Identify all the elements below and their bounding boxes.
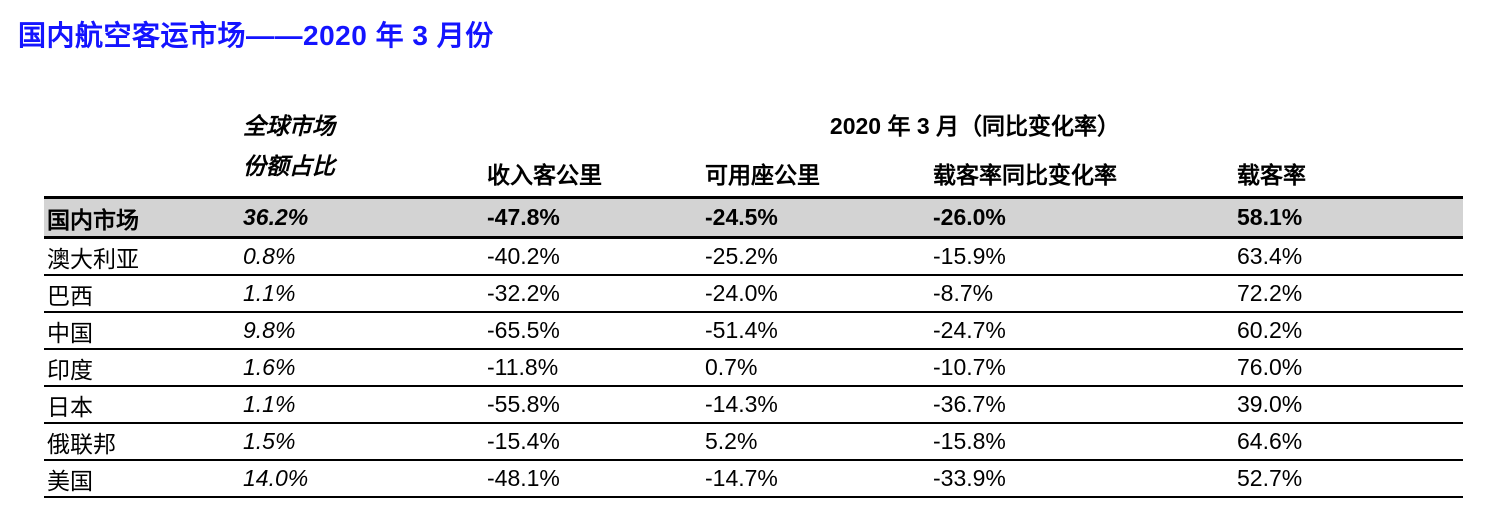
- cell-plf: 39.0%: [1237, 391, 1303, 417]
- cell-plf-change: -26.0%: [933, 204, 1006, 230]
- cell-rpk: -40.2%: [487, 243, 560, 269]
- cell-rpk: -65.5%: [487, 317, 560, 343]
- table-row-usa: 美国 14.0% -48.1% -14.7% -33.9% 52.7%: [44, 461, 1463, 498]
- table-row-russia: 俄联邦 1.5% -15.4% 5.2% -15.8% 64.6%: [44, 424, 1463, 461]
- cell-plf: 72.2%: [1237, 280, 1303, 306]
- table-row-india: 印度 1.6% -11.8% 0.7% -10.7% 76.0%: [44, 350, 1463, 387]
- cell-market-share: 1.6%: [243, 354, 296, 380]
- cell-market-share: 9.8%: [243, 317, 296, 343]
- cell-market-share: 1.5%: [243, 428, 296, 454]
- cell-ask: -25.2%: [705, 243, 778, 269]
- cell-plf-change: -36.7%: [933, 391, 1006, 417]
- row-label: 印度: [47, 356, 93, 383]
- cell-rpk: -11.8%: [487, 354, 559, 380]
- cell-plf-change: -15.9%: [933, 243, 1006, 269]
- header-row-columns: 份额占比 收入客公里 可用座公里 载客率同比变化率 载客率: [44, 147, 1463, 196]
- column-header-plf-change: 载客率同比变化率: [933, 162, 1117, 188]
- cell-plf: 60.2%: [1237, 317, 1303, 343]
- cell-ask: -51.4%: [705, 317, 778, 343]
- row-label: 巴西: [47, 282, 93, 309]
- cell-ask: -24.0%: [705, 280, 778, 306]
- cell-ask: -24.5%: [705, 204, 778, 230]
- cell-ask: -14.3%: [705, 391, 778, 417]
- table-row-brazil: 巴西 1.1% -32.2% -24.0% -8.7% 72.2%: [44, 276, 1463, 313]
- cell-plf-change: -33.9%: [933, 465, 1006, 491]
- column-header-rpk: 收入客公里: [487, 162, 602, 188]
- table-header: 全球市场 2020 年 3 月（同比变化率） 份额占比 收入客公里 可用座公里 …: [44, 105, 1463, 199]
- table-row-china: 中国 9.8% -65.5% -51.4% -24.7% 60.2%: [44, 313, 1463, 350]
- column-header-ask: 可用座公里: [705, 162, 820, 188]
- table-row-japan: 日本 1.1% -55.8% -14.3% -36.7% 39.0%: [44, 387, 1463, 424]
- cell-plf-change: -24.7%: [933, 317, 1006, 343]
- column-header-plf: 载客率: [1237, 162, 1306, 188]
- row-label: 澳大利亚: [47, 245, 139, 272]
- header-row-top: 全球市场 2020 年 3 月（同比变化率）: [44, 105, 1463, 147]
- cell-rpk: -15.4%: [487, 428, 560, 454]
- cell-market-share: 36.2%: [243, 204, 309, 230]
- group-header-march-2020: 2020 年 3 月（同比变化率）: [829, 113, 1121, 139]
- header-spacer: [44, 107, 243, 147]
- cell-ask: -14.7%: [705, 465, 778, 491]
- share-header-line1: 全球市场: [243, 113, 335, 139]
- row-label: 俄联邦: [47, 430, 116, 457]
- cell-rpk: -55.8%: [487, 391, 560, 417]
- row-label: 中国: [47, 319, 93, 346]
- cell-plf: 63.4%: [1237, 243, 1303, 269]
- row-label: 日本: [47, 393, 93, 420]
- page-title: 国内航空客运市场——2020 年 3 月份: [18, 20, 494, 51]
- cell-market-share: 14.0%: [243, 465, 309, 491]
- cell-rpk: -47.8%: [487, 204, 560, 230]
- table-row-australia: 澳大利亚 0.8% -40.2% -25.2% -15.9% 63.4%: [44, 239, 1463, 276]
- cell-plf: 64.6%: [1237, 428, 1303, 454]
- table-row-domestic-market: 国内市场 36.2% -47.8% -24.5% -26.0% 58.1%: [44, 199, 1463, 239]
- cell-market-share: 1.1%: [243, 280, 296, 306]
- cell-rpk: -32.2%: [487, 280, 560, 306]
- cell-ask: 0.7%: [705, 354, 758, 380]
- cell-plf: 58.1%: [1237, 204, 1303, 230]
- row-label: 美国: [47, 467, 93, 494]
- domestic-market-table: 全球市场 2020 年 3 月（同比变化率） 份额占比 收入客公里 可用座公里 …: [44, 105, 1463, 498]
- cell-market-share: 0.8%: [243, 243, 296, 269]
- cell-market-share: 1.1%: [243, 391, 296, 417]
- cell-rpk: -48.1%: [487, 465, 560, 491]
- cell-plf-change: -10.7%: [933, 354, 1006, 380]
- cell-plf-change: -8.7%: [933, 280, 994, 306]
- cell-ask: 5.2%: [705, 428, 758, 454]
- cell-plf-change: -15.8%: [933, 428, 1006, 454]
- cell-plf: 52.7%: [1237, 465, 1303, 491]
- cell-plf: 76.0%: [1237, 354, 1303, 380]
- row-label: 国内市场: [47, 206, 139, 233]
- share-header-line2: 份额占比: [243, 153, 335, 179]
